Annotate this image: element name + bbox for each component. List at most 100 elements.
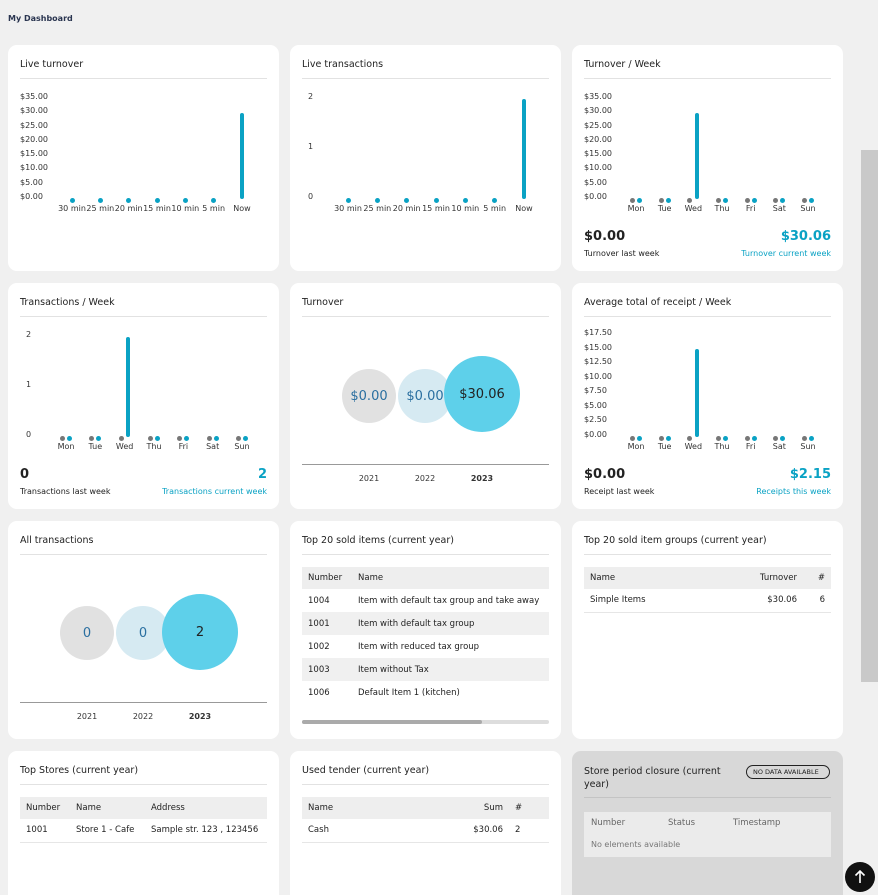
table-row[interactable]: 1002 Item with reduced tax group xyxy=(302,635,549,658)
y-tick-label: $10.00 xyxy=(20,163,48,173)
chart-point[interactable] xyxy=(658,436,664,441)
x-tick-label: 20 min xyxy=(114,204,143,213)
column-header[interactable]: Number xyxy=(591,818,626,828)
chart-bar[interactable] xyxy=(694,113,699,199)
chart-point[interactable] xyxy=(97,198,103,203)
column-header[interactable]: Number xyxy=(20,797,70,819)
chart-point[interactable] xyxy=(67,436,72,441)
column-header[interactable]: # xyxy=(509,797,549,819)
chart-point[interactable] xyxy=(374,198,380,203)
chart-point[interactable] xyxy=(345,198,351,203)
chart-point[interactable] xyxy=(716,436,721,441)
chart-point[interactable] xyxy=(780,198,786,203)
chart-point[interactable] xyxy=(687,198,693,203)
y-tick-label: $5.00 xyxy=(584,177,607,187)
chart-point[interactable] xyxy=(148,436,153,441)
column-header[interactable]: Turnover xyxy=(710,567,803,589)
chart-point[interactable] xyxy=(433,198,439,203)
chart-point[interactable] xyxy=(723,198,728,203)
scroll-to-top-button[interactable] xyxy=(845,862,875,892)
chart-point[interactable] xyxy=(96,436,102,441)
table-row[interactable]: 1001 Item with default tax group xyxy=(302,612,549,635)
table-row[interactable]: 1004 Item with default tax group and take… xyxy=(302,589,549,612)
column-header[interactable]: Name xyxy=(302,797,400,819)
column-header[interactable]: Number xyxy=(302,567,352,589)
chart-point[interactable] xyxy=(751,198,757,203)
chart-point[interactable] xyxy=(809,198,814,203)
last-week-value: $0.00 xyxy=(584,229,626,244)
chart-bar[interactable] xyxy=(126,337,131,437)
chart-point[interactable] xyxy=(213,436,219,441)
y-tick-label: $15.00 xyxy=(584,149,612,159)
chart-point[interactable] xyxy=(723,436,728,441)
chart-point[interactable] xyxy=(630,198,635,203)
chart-point[interactable] xyxy=(773,436,779,441)
chart-point[interactable] xyxy=(637,198,642,203)
column-header[interactable]: Status xyxy=(668,818,696,828)
chart-point[interactable] xyxy=(177,436,183,441)
chart-point[interactable] xyxy=(60,436,65,441)
page-scrollbar[interactable] xyxy=(861,150,878,682)
chart-point[interactable] xyxy=(780,436,786,441)
chart-point[interactable] xyxy=(665,198,671,203)
chart-bar[interactable] xyxy=(240,113,244,199)
chart-point[interactable] xyxy=(658,198,664,203)
table-row[interactable]: 1001 Store 1 - Cafe Sample str. 123 , 12… xyxy=(20,819,267,842)
column-header[interactable]: Name xyxy=(584,567,711,589)
chart-point[interactable] xyxy=(802,198,807,203)
chart-point[interactable] xyxy=(687,436,693,441)
chart-point[interactable] xyxy=(155,436,160,441)
chart-point[interactable] xyxy=(809,436,814,441)
column-header[interactable]: Sum xyxy=(399,797,509,819)
chart-bar[interactable] xyxy=(694,349,699,437)
axis-line xyxy=(20,702,267,703)
divider xyxy=(302,316,549,317)
chart-point[interactable] xyxy=(184,436,190,441)
x-tick-label: Thu xyxy=(146,442,162,451)
chart-point[interactable] xyxy=(243,436,248,441)
chart-point[interactable] xyxy=(126,198,132,203)
column-header[interactable]: Timestamp xyxy=(733,818,781,828)
table-row[interactable]: 1006 Default Item 1 (kitchen) xyxy=(302,681,549,704)
column-header[interactable]: Name xyxy=(70,797,145,819)
chart-point[interactable] xyxy=(89,436,95,441)
chart-point[interactable] xyxy=(236,436,241,441)
column-header[interactable]: Name xyxy=(352,567,549,589)
chart-point[interactable] xyxy=(637,436,642,441)
column-header[interactable]: # xyxy=(803,567,831,589)
chart-point[interactable] xyxy=(665,436,671,441)
y-tick-label: $10.00 xyxy=(584,163,612,173)
table-row[interactable]: Simple Items $30.06 6 xyxy=(584,589,831,612)
chart-point[interactable] xyxy=(462,198,468,203)
last-week-value: 0 xyxy=(20,467,30,482)
chart-point[interactable] xyxy=(118,436,124,441)
current-week-label: Receipts this week xyxy=(756,487,831,496)
chart-point[interactable] xyxy=(630,436,635,441)
column-header[interactable]: Address xyxy=(145,797,267,819)
y-tick-label: $0.00 xyxy=(20,192,43,201)
chart-point[interactable] xyxy=(802,436,807,441)
chart-point[interactable] xyxy=(751,436,757,441)
chart-point[interactable] xyxy=(492,198,498,203)
scrollbar-thumb[interactable] xyxy=(302,720,482,724)
year-label: 2023 xyxy=(470,474,494,483)
used-tender-table: Name Sum # Cash $30.06 2 xyxy=(302,797,549,843)
chart-point[interactable] xyxy=(182,198,188,203)
y-tick-label: $12.50 xyxy=(584,357,612,367)
item-name: Item without Tax xyxy=(352,658,549,681)
table-row[interactable]: 1003 Item without Tax xyxy=(302,658,549,681)
chart-point[interactable] xyxy=(211,198,217,203)
year-label: 2022 xyxy=(132,712,154,721)
chart-point[interactable] xyxy=(744,436,750,441)
chart-point[interactable] xyxy=(716,198,721,203)
chart-point[interactable] xyxy=(69,198,75,203)
chart-point[interactable] xyxy=(744,198,750,203)
card-title: Top 20 sold items (current year) xyxy=(302,535,454,546)
chart-point[interactable] xyxy=(773,198,779,203)
chart-bar[interactable] xyxy=(522,99,526,199)
chart-point[interactable] xyxy=(206,436,212,441)
chart-point[interactable] xyxy=(154,198,160,203)
chart-point[interactable] xyxy=(404,198,410,203)
x-tick-label: Sun xyxy=(800,204,816,213)
table-row[interactable]: Cash $30.06 2 xyxy=(302,819,549,842)
